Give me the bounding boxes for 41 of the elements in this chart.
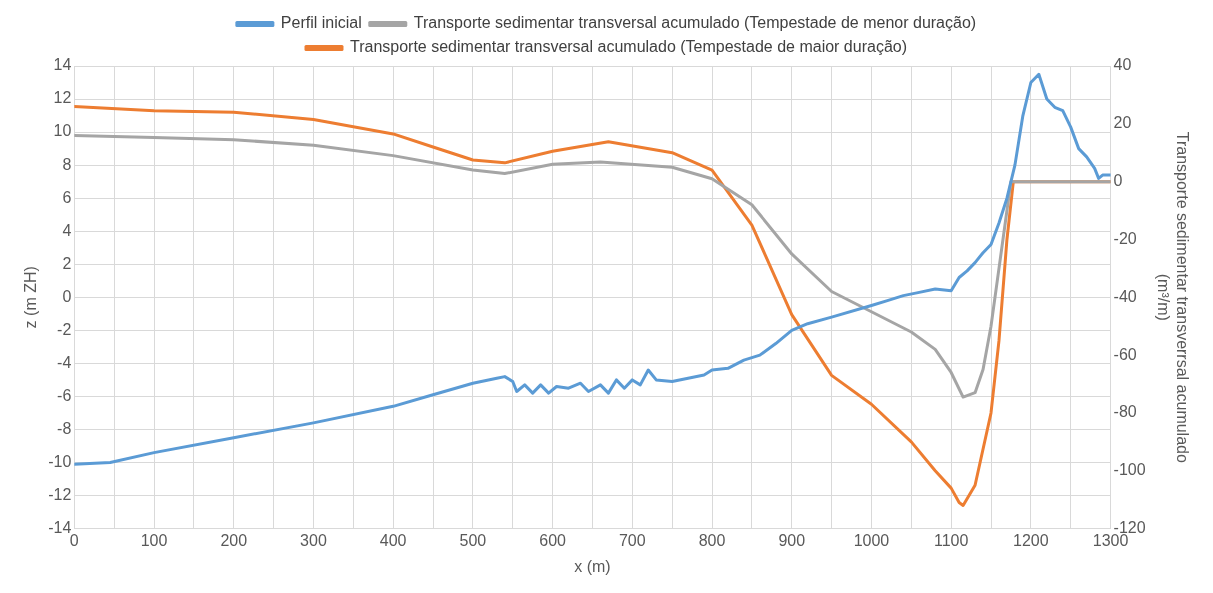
x-tick-label: 1000 <box>853 531 890 549</box>
x-tick-label: 900 <box>778 531 806 549</box>
legend-label: Transporte sedimentar transversal acumulado (Tempestade de menor duração) <box>413 14 977 32</box>
x-tick-label: 1100 <box>933 531 969 549</box>
x-tick-label: 1200 <box>1013 531 1049 549</box>
y2-tick-label: 40 <box>1113 56 1132 74</box>
y2-tick-label: -40 <box>1113 287 1137 305</box>
y-axis-title: z (m ZH) <box>22 266 40 329</box>
y-tick-label: -6 <box>57 386 72 404</box>
x-tick-label: 800 <box>698 531 726 549</box>
x-tick-label: 100 <box>140 531 168 549</box>
y2-tick-label: -80 <box>1113 403 1137 421</box>
x-axis-title: x (m) <box>574 557 611 575</box>
y-tick-label: 8 <box>62 155 72 173</box>
x-tick-label: 700 <box>618 531 646 549</box>
legend-label: Perfil inicial <box>280 14 362 32</box>
x-tick-label: 500 <box>459 531 487 549</box>
y-tick-label: 0 <box>62 287 72 305</box>
y-tick-label: -2 <box>57 320 72 338</box>
y-tick-label: 14 <box>53 56 72 74</box>
y-tick-label: 2 <box>62 254 72 272</box>
x-tick-label: 300 <box>300 531 327 549</box>
y2-axis-title: Transporte sedimentar transverrsal acumulado (m³/m) <box>1154 131 1191 463</box>
x-tick-label: 600 <box>539 531 567 549</box>
y2-tick-label: -20 <box>1113 229 1137 247</box>
legend-label: Transporte sedimentar transversal acumulado (Tempestade de maior duração) <box>350 38 908 56</box>
y-tick-label: -4 <box>57 353 72 371</box>
y2-tick-label: 0 <box>1113 172 1123 190</box>
y-tick-label: 12 <box>53 89 72 107</box>
y2-tick-label: -100 <box>1113 461 1146 479</box>
y2-tick-label: -60 <box>1113 345 1137 363</box>
y-tick-label: 10 <box>53 122 72 140</box>
x-tick-label: 400 <box>379 531 407 549</box>
y-tick-label: -12 <box>48 485 72 503</box>
y-tick-label: -8 <box>57 419 72 437</box>
x-tick-label: 200 <box>220 531 248 549</box>
y-tick-label: -14 <box>48 519 72 537</box>
y-tick-label: -10 <box>48 452 72 470</box>
y-tick-label: 4 <box>62 221 72 239</box>
y-tick-label: 6 <box>62 188 72 206</box>
y2-tick-label: 20 <box>1113 114 1132 132</box>
